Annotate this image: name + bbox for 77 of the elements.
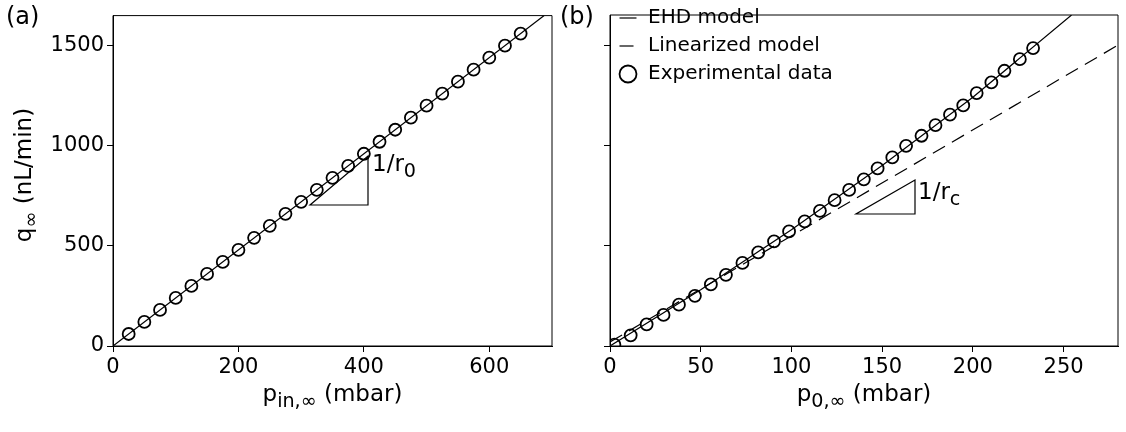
legend-label: EHD model [648,4,760,29]
point [168,291,183,305]
y-tick-label: 1000 [50,132,104,157]
point [498,38,512,53]
x-tick-label: 200 [218,354,259,379]
point [870,161,885,176]
legend-label: Linearized model [648,32,820,57]
point [262,218,277,233]
point [797,214,812,229]
point [813,203,827,218]
point [735,256,750,270]
point [767,234,781,249]
annotation: 1/r$_{0}$ [372,150,417,182]
point [928,118,943,133]
point [719,267,733,282]
point [856,172,871,187]
point [639,317,654,332]
point [842,183,857,197]
point [827,193,842,208]
point [688,288,702,303]
point [782,224,796,239]
x-tick-label: 0 [603,354,617,379]
point [451,74,465,89]
point [403,110,418,125]
point [751,245,766,260]
chart-title: (b) [560,2,594,30]
point [672,297,686,312]
point [294,194,309,209]
point [513,26,528,41]
x-axis-title: p$_{0,∞}$ (mbar) [796,380,932,412]
point [703,277,718,292]
point [121,327,136,341]
point [623,328,638,343]
point [153,303,167,317]
x-tick-label: 50 [687,354,715,379]
point [969,86,984,100]
point [914,128,929,143]
legend-label: Experimental data [648,60,833,85]
point [482,50,497,65]
point [247,230,262,245]
point [341,158,356,173]
annotation: 1/r$_{c}$ [918,178,961,210]
y-tick-label: 500 [63,232,104,257]
point [325,170,340,185]
x-tick-label: 0 [106,354,120,379]
point [200,267,214,281]
x-tick-label: 200 [952,354,993,379]
point [984,75,999,90]
point [885,150,900,165]
point [137,315,152,329]
chart-title: (a) [6,2,40,30]
y-tick-label: 0 [90,332,104,357]
point [184,279,199,293]
point [943,107,957,122]
x-tick-label: 400 [343,354,384,379]
x-tick-label: 150 [862,354,903,379]
point [215,255,230,269]
point [435,86,450,101]
point [419,98,434,113]
x-tick-label: 250 [1043,354,1084,379]
x-tick-label: 100 [771,354,812,379]
point [1026,41,1040,55]
point [899,138,913,153]
point [356,146,371,161]
point [278,206,293,221]
point [1012,52,1027,67]
point [956,98,971,113]
x-axis-title: p$_{in,∞}$ (mbar) [262,380,403,412]
point [372,134,387,149]
point [466,62,481,77]
point [231,242,246,257]
point [309,182,324,197]
point [656,308,671,322]
point [997,63,1012,78]
x-tick-label: 600 [469,354,510,379]
point [388,122,403,137]
y-tick-label: 1500 [50,32,104,57]
